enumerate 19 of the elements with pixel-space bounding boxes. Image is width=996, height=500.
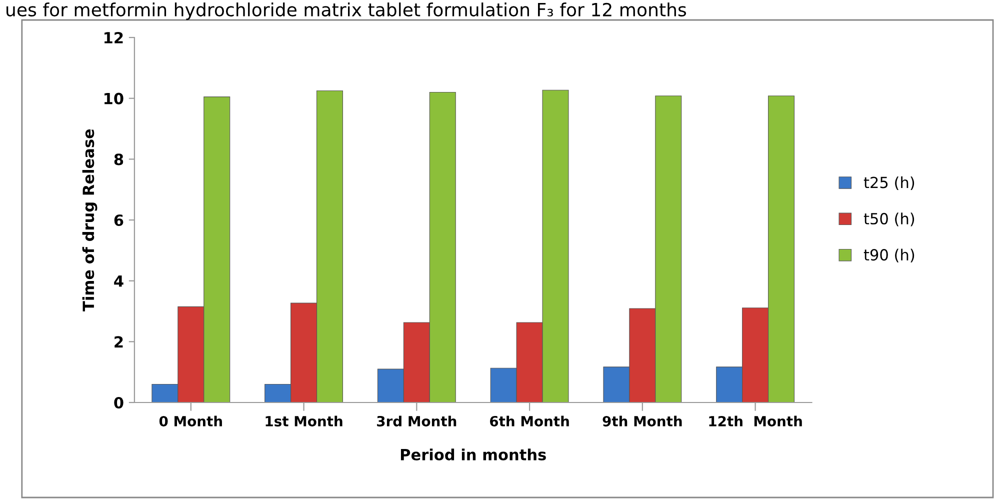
chart-title: ues for metformin hydrochloride matrix tablet formulation F₃ for 12 months: [6, 2, 686, 20]
y-tick-label: 6: [114, 214, 124, 226]
x-tick-label: 1st Month: [266, 416, 342, 426]
y-tick-label: 8: [114, 154, 124, 166]
x-tick-label: 3rd Month: [377, 416, 456, 426]
legend-label: t25 (h): [864, 176, 914, 190]
legend-label: t90 (h): [864, 248, 914, 262]
x-tick-label: 12th Month: [709, 416, 802, 426]
x-tick-label: 9th Month: [602, 416, 682, 426]
x-tick-label: 6th Month: [490, 416, 569, 426]
y-tick-label: 10: [104, 92, 124, 104]
x-axis-title: Period in months: [400, 448, 546, 460]
x-tick-label: 0 Month: [159, 416, 222, 426]
y-tick-label: 2: [114, 336, 123, 348]
legend-label: t50 (h): [864, 212, 914, 226]
y-tick-label: 0: [114, 396, 124, 409]
y-tick-label: 4: [114, 276, 124, 287]
y-axis-title: Time of drug Release: [82, 129, 98, 312]
y-tick-label: 12: [104, 32, 123, 44]
